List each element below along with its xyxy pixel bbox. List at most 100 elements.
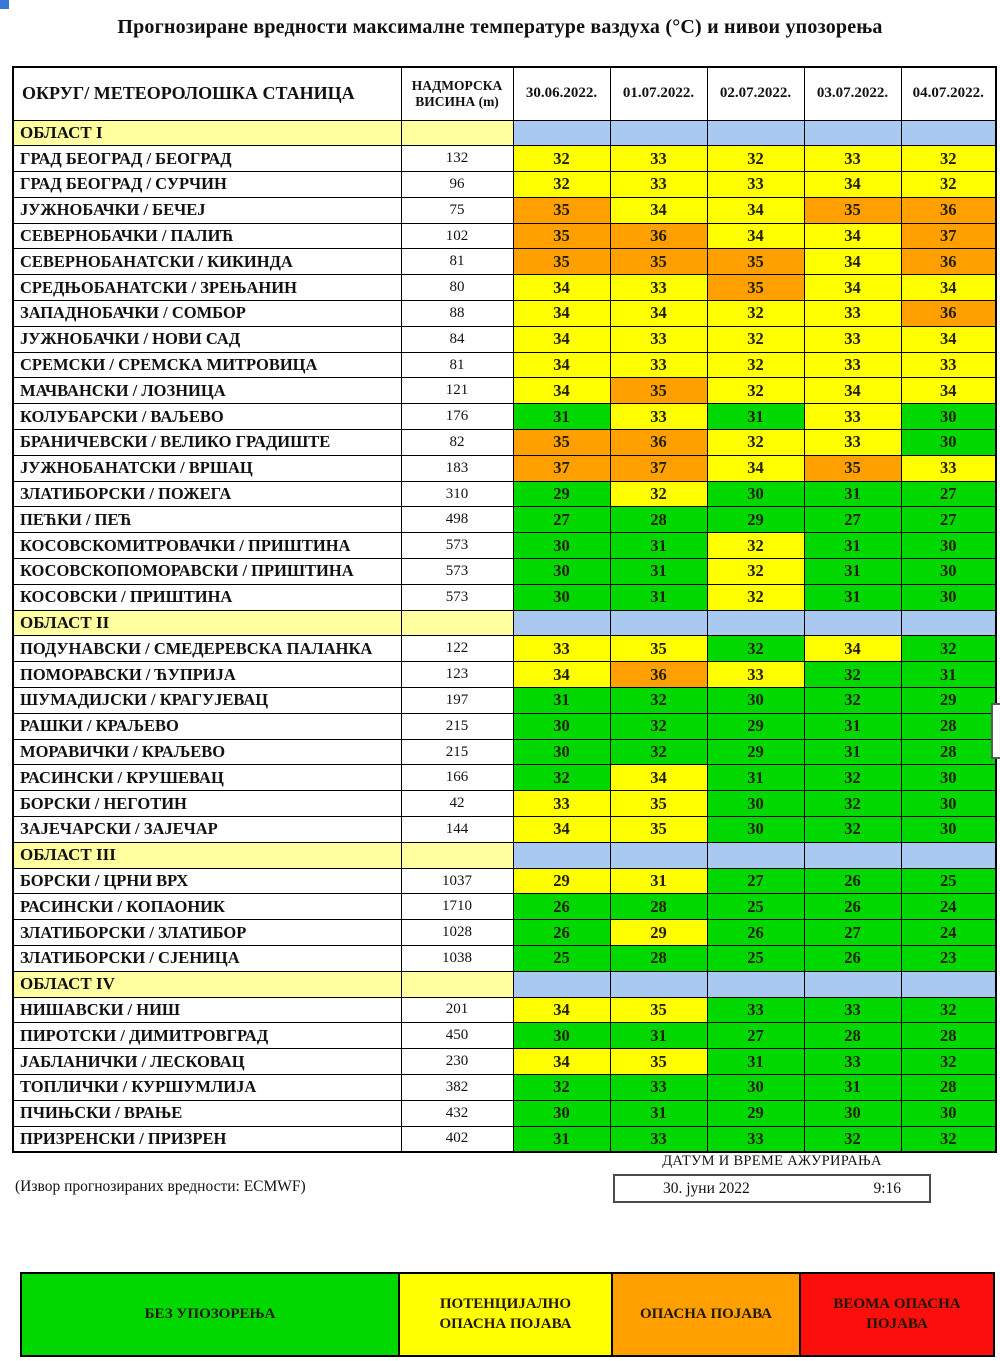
altitude-cell: 432: [400, 1099, 514, 1127]
temp-cell: 34: [900, 377, 997, 405]
section-date-cell: [900, 970, 997, 998]
temp-cell: 34: [512, 1048, 611, 1075]
temp-cell: 27: [803, 919, 902, 946]
temp-cell: 28: [900, 712, 997, 740]
station-cell: КОСОВСКИ / ПРИШТИНА: [12, 583, 402, 611]
altitude-cell: 88: [400, 300, 514, 327]
temp-cell: 37: [900, 222, 997, 250]
table-row: ЈУЖНОБАЧКИ / БЕЧЕЈ 75 35 34 34 35 36: [12, 196, 997, 224]
table-row: ПРИЗРЕНСКИ / ПРИЗРЕН 402 31 33 33 32 32: [12, 1125, 997, 1153]
temp-cell: 29: [609, 919, 708, 946]
section-label: ОБЛАСТ III: [12, 841, 402, 869]
station-cell: ЈУЖНОБАНАТСКИ / ВРШАЦ: [12, 454, 402, 482]
temp-cell: 30: [803, 1099, 902, 1127]
station-cell: РАШКИ / КРАЉЕВО: [12, 712, 402, 740]
temp-cell: 30: [706, 816, 805, 843]
section-date-cell: [512, 970, 611, 998]
table-row: ЈУЖНОБАНАТСКИ / ВРШАЦ 183 37 37 34 35 33: [12, 454, 997, 482]
altitude-cell: 1038: [400, 945, 514, 972]
section-date-cell: [609, 841, 708, 869]
station-cell: МАЧВАНСКИ / ЛОЗНИЦА: [12, 377, 402, 405]
temp-cell: 35: [706, 248, 805, 276]
temp-cell: 29: [900, 687, 997, 714]
station-cell: БОРСКИ / ЦРНИ ВРХ: [12, 867, 402, 895]
temp-cell: 32: [900, 1048, 997, 1075]
station-cell: МОРАВИЧКИ / КРАЉЕВО: [12, 738, 402, 766]
station-cell: БОРСКИ / НЕГОТИН: [12, 790, 402, 818]
altitude-cell: 121: [400, 377, 514, 405]
temp-cell: 32: [512, 145, 611, 173]
altitude-cell: 197: [400, 687, 514, 714]
temp-cell: 33: [609, 403, 708, 431]
section-date-cell: [900, 609, 997, 637]
temp-cell: 33: [900, 454, 997, 482]
temp-cell: 31: [803, 532, 902, 560]
temp-cell: 25: [706, 893, 805, 921]
temp-cell: 32: [803, 661, 902, 689]
table-row: КОСОВСКИ / ПРИШТИНА 573 30 31 32 31 30: [12, 583, 997, 611]
temp-cell: 31: [803, 1073, 902, 1101]
altitude-cell: 382: [400, 1073, 514, 1101]
station-cell: НИШАВСКИ / НИШ: [12, 996, 402, 1024]
section-altitude-cell: [400, 609, 514, 637]
temp-cell: 30: [512, 712, 611, 740]
temp-cell: 32: [706, 377, 805, 405]
station-cell: КОЛУБАРСКИ / ВАЉЕВО: [12, 403, 402, 431]
altitude-cell: 80: [400, 274, 514, 302]
temp-cell: 30: [512, 583, 611, 611]
temp-cell: 35: [512, 196, 611, 224]
table-row: РАСИНСКИ / КРУШЕВАЦ 166 32 34 31 32 30: [12, 764, 997, 792]
temp-cell: 27: [900, 480, 997, 508]
temp-cell: 33: [512, 790, 611, 818]
table-row: БОРСКИ / ЦРНИ ВРХ 1037 29 31 27 26 25: [12, 867, 997, 895]
temp-cell: 33: [706, 171, 805, 198]
temp-cell: 30: [512, 532, 611, 560]
temp-cell: 34: [512, 325, 611, 353]
altitude-cell: 81: [400, 351, 514, 379]
temp-cell: 34: [512, 300, 611, 327]
temp-cell: 34: [900, 274, 997, 302]
temp-cell: 32: [609, 712, 708, 740]
section-date-cell: [706, 609, 805, 637]
temp-cell: 32: [706, 558, 805, 585]
temp-cell: 33: [609, 1073, 708, 1101]
section-date-cell: [609, 609, 708, 637]
temp-cell: 33: [609, 1125, 708, 1153]
temp-cell: 33: [609, 274, 708, 302]
station-cell: СРЕДЊОБАНАТСКИ / ЗРЕЊАНИН: [12, 274, 402, 302]
station-cell: БРАНИЧЕВСКИ / ВЕЛИКО ГРАДИШТЕ: [12, 429, 402, 456]
section-date-cell: [803, 841, 902, 869]
temp-cell: 28: [803, 1022, 902, 1050]
table-row: ЗАЈЕЧАРСКИ / ЗАЈЕЧАР 144 34 35 30 32 30: [12, 816, 997, 843]
table-row: ЈУЖНОБАЧКИ / НОВИ САД 84 34 33 32 33 34: [12, 325, 997, 353]
update-date: 30. јуни 2022: [663, 1179, 750, 1197]
temp-cell: 33: [803, 145, 902, 173]
corner-artifact: [0, 0, 9, 9]
table-row: ПЕЋКИ / ПЕЋ 498 27 28 29 27 27: [12, 506, 997, 534]
temp-cell: 34: [803, 248, 902, 276]
temp-cell: 36: [609, 661, 708, 689]
table-row: КОСОВСКОМИТРОВАЧКИ / ПРИШТИНА 573 30 31 32 31…: [12, 532, 997, 560]
temp-cell: 32: [706, 635, 805, 663]
scrollbar-thumb[interactable]: [991, 703, 1000, 759]
temp-cell: 31: [706, 403, 805, 431]
altitude-cell: 498: [400, 506, 514, 534]
temp-cell: 32: [803, 816, 902, 843]
temp-cell: 37: [609, 454, 708, 482]
temp-cell: 33: [706, 996, 805, 1024]
temp-cell: 23: [900, 945, 997, 972]
table-row: МАЧВАНСКИ / ЛОЗНИЦА 121 34 35 32 34 34: [12, 377, 997, 405]
altitude-cell: 201: [400, 996, 514, 1024]
station-cell: ПИРОТСКИ / ДИМИТРОВГРАД: [12, 1022, 402, 1050]
section-date-cell: [706, 841, 805, 869]
section-date-cell: [803, 119, 902, 147]
table-row: РАШКИ / КРАЉЕВО 215 30 32 29 31 28: [12, 712, 997, 740]
altitude-cell: 310: [400, 480, 514, 508]
temp-cell: 30: [900, 558, 997, 585]
station-cell: ЗАПАДНОБАЧКИ / СОМБОР: [12, 300, 402, 327]
station-cell: ГРАД БЕОГРАД / СУРЧИН: [12, 171, 402, 198]
temp-cell: 34: [803, 222, 902, 250]
section-date-cell: [803, 970, 902, 998]
altitude-cell: 183: [400, 454, 514, 482]
temp-cell: 35: [609, 248, 708, 276]
